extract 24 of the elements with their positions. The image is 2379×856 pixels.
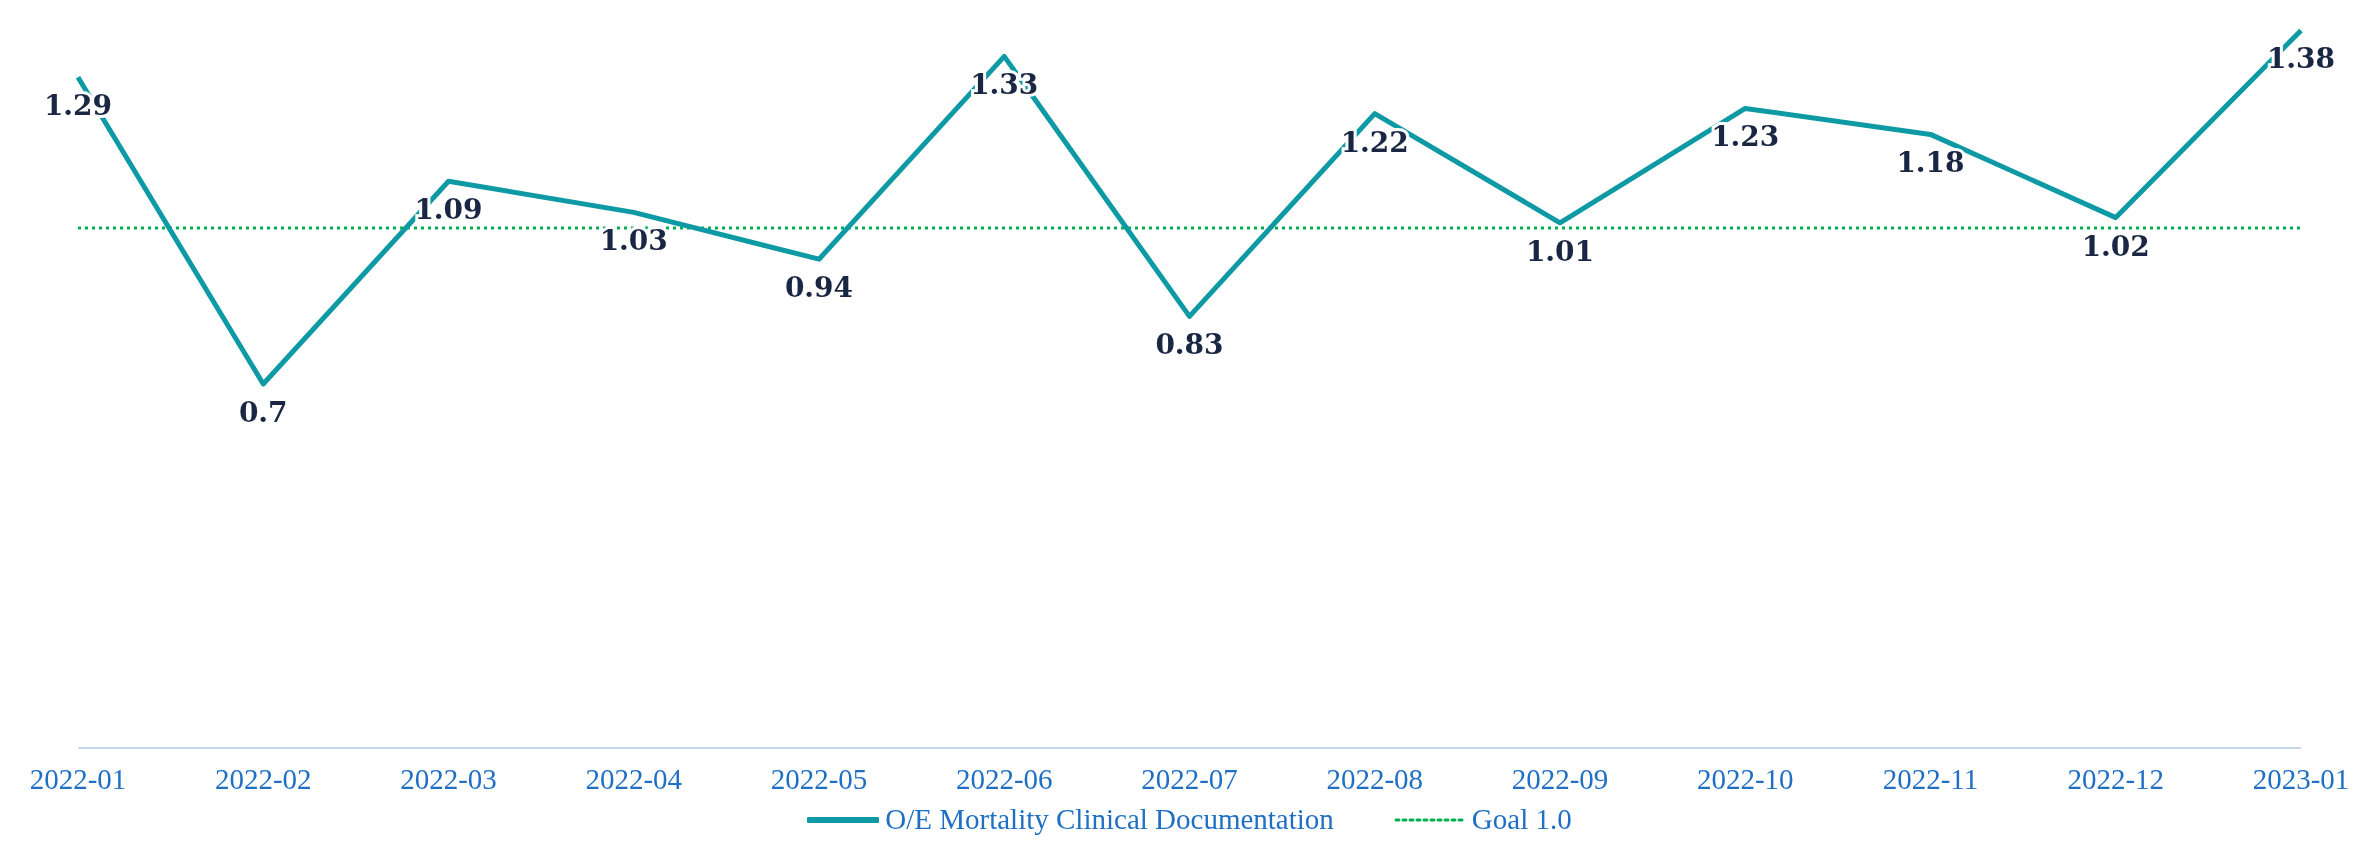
x-tick-label: 2022-09 [1511, 762, 1609, 795]
data-label: 0.83 [1155, 328, 1224, 362]
legend-label: O/E Mortality Clinical Documentation [885, 803, 1334, 836]
data-label: 0.94 [784, 271, 854, 305]
x-tick-label: 2022-04 [585, 762, 683, 795]
x-tick-label: 2022-03 [400, 762, 497, 795]
x-tick-label: 2022-10 [1696, 762, 1794, 795]
x-tick-label: 2022-06 [955, 762, 1053, 795]
x-tick-label: 2022-07 [1141, 762, 1238, 795]
x-tick-label: 2022-12 [2067, 762, 2165, 795]
legend-label: Goal 1.0 [1471, 803, 1572, 836]
data-label: 0.7 [238, 396, 288, 429]
data-label: 1.01 [1525, 234, 1595, 268]
data-label: 1.18 [1896, 146, 1965, 180]
x-tick-label: 2022-05 [770, 762, 868, 795]
x-tick-label: 2023-01 [2252, 762, 2350, 795]
data-label: 1.02 [2081, 229, 2150, 263]
x-tick-label: 2022-02 [214, 762, 312, 795]
data-label: 1.38 [2266, 42, 2336, 76]
data-label: 1.23 [1711, 120, 1780, 154]
x-tick-label: 2022-11 [1882, 762, 1979, 795]
x-tick-label: 2022-08 [1326, 762, 1424, 795]
x-tick-label: 2022-01 [29, 762, 127, 795]
data-label: 1.03 [599, 224, 668, 258]
